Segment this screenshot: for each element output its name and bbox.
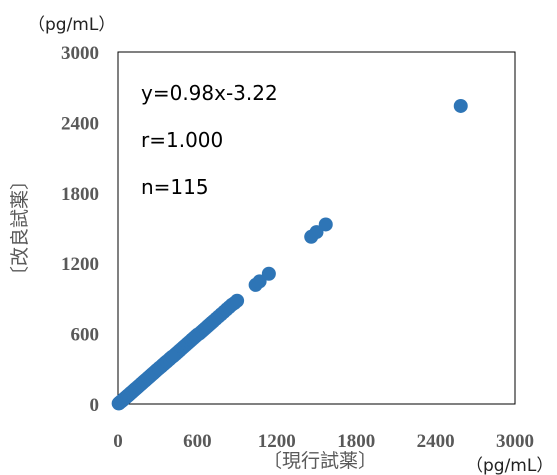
y-tick-label: 1800 (61, 184, 99, 205)
x-tick-label: 1200 (258, 431, 296, 452)
data-point (261, 266, 276, 281)
data-point (230, 293, 245, 308)
x-unit-label: （pg/mL） (466, 456, 553, 475)
plot-frame (117, 51, 516, 405)
data-points (111, 98, 468, 411)
annotation-equation: y=0.98x-3.22 (141, 81, 278, 105)
x-tick-label: 3000 (496, 431, 534, 452)
y-tick-label: 600 (71, 325, 100, 346)
data-point (453, 98, 468, 113)
annotation-count: n=115 (141, 175, 209, 199)
annotation-correlation: r=1.000 (141, 128, 223, 152)
data-point (309, 225, 324, 240)
x-tick-label: 600 (183, 431, 212, 452)
plot-area (117, 51, 516, 405)
y-tick-label: 3000 (61, 43, 99, 64)
x-tick-label: 2400 (417, 431, 455, 452)
data-point (252, 274, 267, 289)
y-tick-label: 2400 (61, 113, 99, 134)
y-axis-title: 〔改良試薬〕 (9, 171, 31, 285)
x-axis-title: 〔現行試薬〕 (263, 450, 377, 472)
y-tick-labels: 0 600 1200 1800 2400 3000 (61, 43, 99, 416)
y-tick-label: 1200 (61, 254, 99, 275)
x-tick-labels: 0 600 1200 1800 2400 3000 (113, 431, 534, 452)
x-tick-label: 1800 (337, 431, 375, 452)
y-unit-label: （pg/mL） (28, 15, 115, 35)
data-point (165, 349, 180, 364)
y-tick-label: 0 (90, 395, 100, 416)
x-tick-label: 0 (113, 431, 123, 452)
data-point (318, 217, 333, 232)
